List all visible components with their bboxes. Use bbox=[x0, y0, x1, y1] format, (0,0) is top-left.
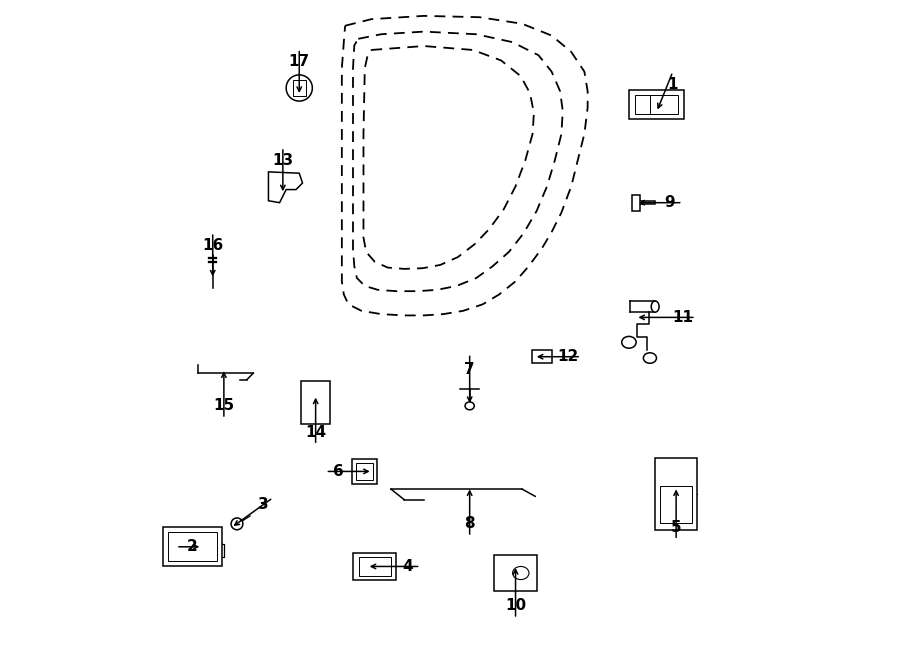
Text: 13: 13 bbox=[273, 153, 293, 168]
Text: 15: 15 bbox=[213, 399, 234, 413]
Text: 2: 2 bbox=[187, 539, 198, 555]
Text: 6: 6 bbox=[333, 464, 344, 479]
Text: 9: 9 bbox=[664, 195, 675, 210]
Bar bbox=[655, 458, 698, 530]
Polygon shape bbox=[532, 350, 552, 364]
Text: 3: 3 bbox=[258, 496, 268, 512]
Ellipse shape bbox=[286, 75, 312, 101]
Bar bbox=[168, 532, 217, 561]
Text: 16: 16 bbox=[202, 238, 223, 253]
Text: 11: 11 bbox=[672, 310, 693, 325]
Text: 17: 17 bbox=[289, 54, 310, 69]
Ellipse shape bbox=[465, 402, 474, 410]
Bar bbox=[358, 557, 391, 576]
Text: 1: 1 bbox=[668, 77, 678, 92]
Bar bbox=[635, 95, 678, 114]
Ellipse shape bbox=[513, 566, 529, 580]
Text: 5: 5 bbox=[670, 520, 681, 535]
Polygon shape bbox=[268, 172, 302, 203]
Bar bbox=[628, 90, 684, 119]
Ellipse shape bbox=[652, 301, 659, 312]
Bar bbox=[356, 463, 374, 480]
Ellipse shape bbox=[622, 336, 636, 348]
Ellipse shape bbox=[231, 518, 243, 529]
Bar bbox=[301, 381, 330, 424]
Text: 14: 14 bbox=[305, 424, 326, 440]
Text: 12: 12 bbox=[557, 349, 579, 364]
Bar bbox=[163, 527, 222, 566]
Polygon shape bbox=[632, 195, 655, 211]
Text: 7: 7 bbox=[464, 362, 475, 377]
Text: 8: 8 bbox=[464, 516, 475, 531]
Text: 10: 10 bbox=[505, 598, 526, 613]
Bar bbox=[494, 555, 536, 591]
Polygon shape bbox=[292, 80, 306, 96]
Ellipse shape bbox=[644, 353, 656, 364]
Bar bbox=[354, 553, 396, 580]
Bar bbox=[660, 486, 692, 523]
Text: 4: 4 bbox=[402, 559, 413, 574]
Bar bbox=[352, 459, 377, 484]
